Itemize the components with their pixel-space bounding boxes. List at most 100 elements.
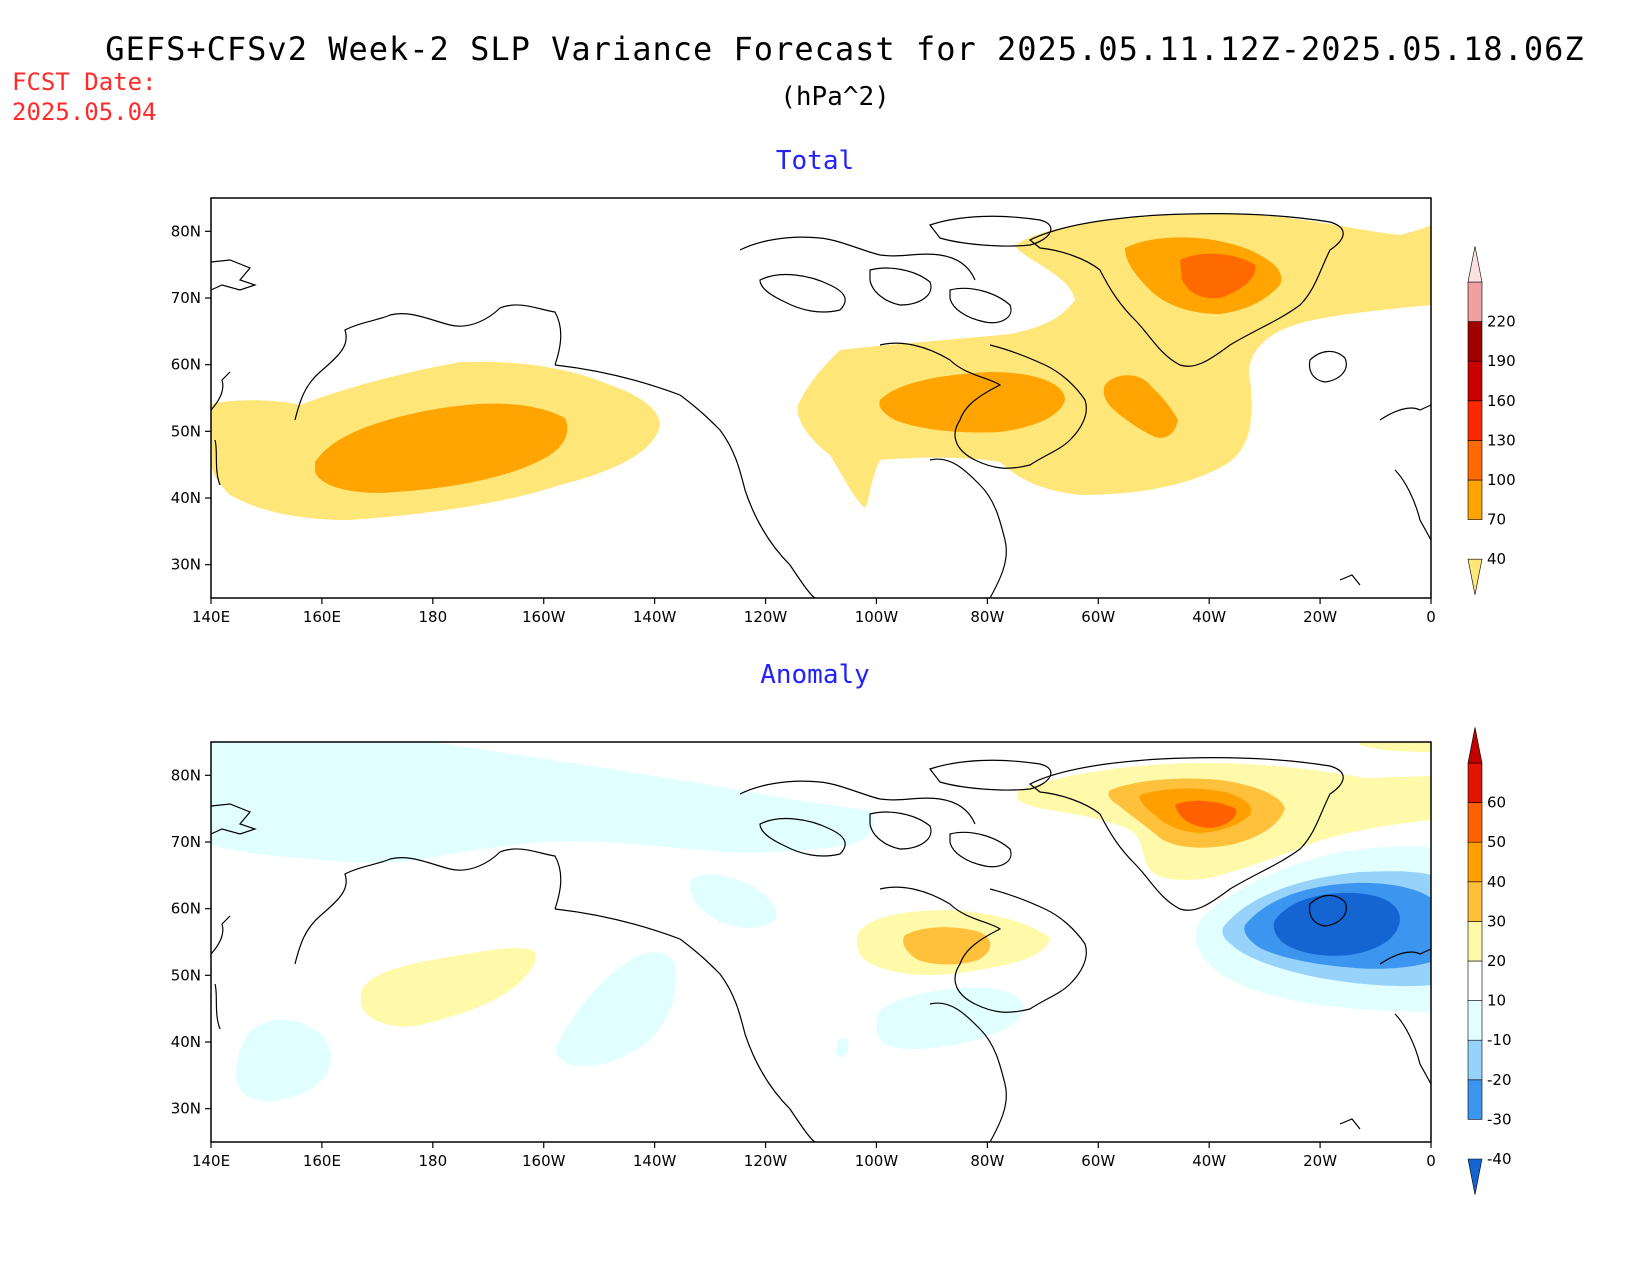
- anomaly-colorbar: -40 -30 -20 -10 10 20 30 40 50 60: [1467, 727, 1512, 1195]
- total-axis-ticks: 140E 160E 180 160W 140W 120W 100W 80W 60W 40W 20W 0…: [171, 222, 1436, 626]
- colorbar-swatch: [1467, 321, 1483, 362]
- y-tick-label: 50N: [171, 966, 201, 984]
- colorbar-level-label: 190: [1487, 352, 1516, 370]
- x-tick-label: 120W: [744, 608, 788, 626]
- x-tick-label: 120W: [744, 1152, 788, 1170]
- anomaly-axis-ticks: 140E 160E 180 160W 140W 120W 100W 80W 60W 40W 20W 0…: [171, 766, 1436, 1170]
- anomaly-gulf-neg10: [555, 952, 677, 1067]
- x-tick-label: 160W: [522, 608, 566, 626]
- colorbar-swatch: [1467, 1039, 1483, 1081]
- colorbar-level-label: -40: [1487, 1150, 1512, 1168]
- x-tick-label: 140W: [633, 1152, 677, 1170]
- total-panel-title: Total: [775, 146, 855, 176]
- x-tick-label: 180: [418, 608, 447, 626]
- colorbar-swatch: [1467, 762, 1483, 803]
- total-colorbar: 40 70 100 130 160 190 220: [1467, 246, 1516, 595]
- colorbar-level-label: 220: [1487, 313, 1516, 331]
- colorbar-end-triangle: [1467, 246, 1483, 283]
- colorbar-end-triangle: [1467, 1158, 1483, 1195]
- colorbar-swatch: [1467, 881, 1483, 922]
- x-tick-label: 80W: [970, 1152, 1004, 1170]
- colorbar-level-label: 100: [1487, 471, 1516, 489]
- anomaly-small-neg10: [836, 1038, 849, 1058]
- anomaly-greenland-pos40: [1175, 800, 1237, 828]
- colorbar-level-label: 30: [1487, 912, 1506, 930]
- y-tick-label: 30N: [171, 556, 201, 574]
- y-tick-label: 60N: [171, 356, 201, 374]
- y-tick-label: 80N: [171, 766, 201, 784]
- x-tick-label: 160E: [303, 1152, 341, 1170]
- x-tick-label: 180: [418, 1152, 447, 1170]
- x-tick-label: 160W: [522, 1152, 566, 1170]
- total-greenland-100: [1180, 253, 1256, 299]
- anomaly-atlantic-neg40: [1273, 892, 1400, 956]
- x-tick-label: 40W: [1192, 1152, 1226, 1170]
- colorbar-swatch: [1467, 802, 1483, 843]
- x-tick-label: 60W: [1081, 608, 1115, 626]
- y-tick-label: 40N: [171, 1033, 201, 1051]
- x-tick-label: 20W: [1303, 608, 1337, 626]
- anomaly-arctic-neg10: [211, 742, 874, 863]
- colorbar-end-triangle: [1467, 727, 1483, 764]
- colorbar-level-label: 40: [1487, 873, 1506, 891]
- y-tick-label: 80N: [171, 222, 201, 240]
- colorbar-level-label: 130: [1487, 431, 1516, 449]
- anomaly-lakes-neg10: [876, 987, 1024, 1050]
- forecast-date-label: FCST Date:: [12, 68, 157, 96]
- total-map-panel: 140E 160E 180 160W 140W 120W 100W 80W 60W 40W 20W 0…: [171, 197, 1516, 626]
- colorbar-swatch: [1467, 281, 1483, 322]
- colorbar-swatch: [1467, 360, 1483, 402]
- colorbar-swatch: [1467, 479, 1483, 520]
- x-tick-label: 0: [1426, 1152, 1436, 1170]
- total-coastlines: [211, 213, 1431, 598]
- x-tick-label: 0: [1426, 608, 1436, 626]
- colorbar-swatch: [1467, 1000, 1483, 1041]
- x-tick-label: 100W: [855, 608, 899, 626]
- colorbar-swatch: [1467, 440, 1483, 481]
- y-tick-label: 70N: [171, 833, 201, 851]
- anomaly-hudson-pos20: [903, 927, 991, 965]
- total-map-frame: [210, 197, 1432, 599]
- anomaly-shading: [211, 742, 1431, 1102]
- anomaly-coastlines: [211, 757, 1431, 1142]
- colorbar-level-label: 50: [1487, 833, 1506, 851]
- anomaly-map-frame: [210, 741, 1432, 1143]
- anomaly-pacific-neg10-west: [236, 1019, 331, 1102]
- x-tick-label: 20W: [1303, 1152, 1337, 1170]
- x-tick-label: 140W: [633, 608, 677, 626]
- colorbar-swatch: [1467, 921, 1483, 962]
- y-tick-label: 30N: [171, 1100, 201, 1118]
- x-tick-label: 40W: [1192, 608, 1226, 626]
- y-tick-label: 40N: [171, 489, 201, 507]
- colorbar-level-label: -20: [1487, 1071, 1512, 1089]
- colorbar-swatch: [1467, 841, 1483, 883]
- colorbar-swatch: [1467, 400, 1483, 441]
- colorbar-level-label: 160: [1487, 392, 1516, 410]
- main-title: GEFS+CFSv2 Week-2 SLP Variance Forecast …: [105, 30, 1585, 68]
- total-atlantic-40: [797, 213, 1431, 509]
- x-tick-label: 100W: [855, 1152, 899, 1170]
- anomaly-bc-neg10: [689, 874, 777, 928]
- total-shading: [211, 213, 1431, 520]
- colorbar-swatch: [1467, 960, 1483, 1001]
- colorbar-level-label: -30: [1487, 1110, 1512, 1128]
- total-labrador-70: [1103, 375, 1178, 438]
- colorbar-level-label: 40: [1487, 550, 1506, 568]
- x-tick-label: 60W: [1081, 1152, 1115, 1170]
- colorbar-level-label: -10: [1487, 1031, 1512, 1049]
- colorbar-end-triangle: [1467, 558, 1483, 595]
- forecast-date-value: 2025.05.04: [12, 98, 157, 126]
- colorbar-level-label: 10: [1487, 992, 1506, 1010]
- x-tick-label: 80W: [970, 608, 1004, 626]
- anomaly-map-panel: 140E 160E 180 160W 140W 120W 100W 80W 60W 40W 20W 0…: [171, 727, 1512, 1195]
- colorbar-level-label: 20: [1487, 952, 1506, 970]
- y-tick-label: 50N: [171, 422, 201, 440]
- x-tick-label: 140E: [192, 608, 230, 626]
- anomaly-pacific-pos10: [360, 948, 536, 1027]
- units-label: (hPa^2): [780, 82, 890, 112]
- colorbar-level-label: 70: [1487, 511, 1506, 529]
- colorbar-swatch: [1467, 1079, 1483, 1120]
- anomaly-panel-title: Anomaly: [760, 660, 870, 690]
- x-tick-label: 160E: [303, 608, 341, 626]
